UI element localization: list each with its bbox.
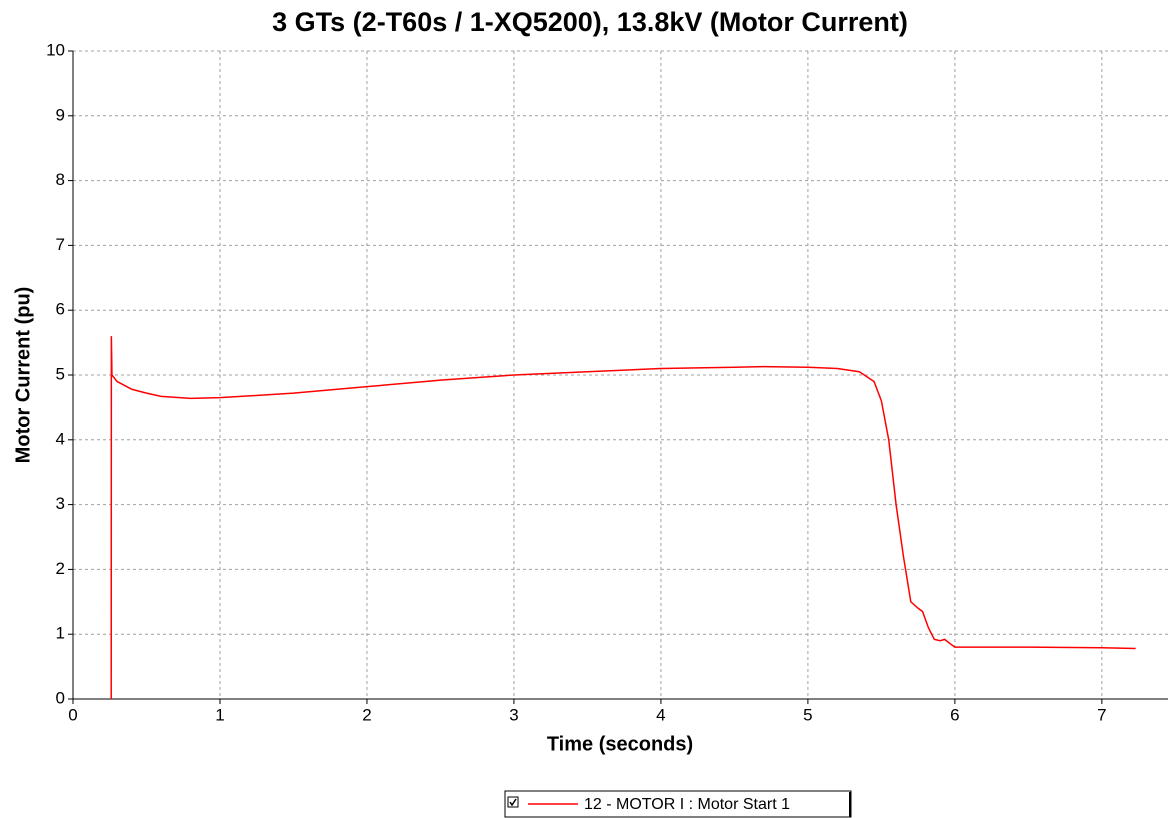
y-tick-label: 0 <box>56 688 65 707</box>
x-axis-label: Time (seconds) <box>547 733 693 755</box>
y-tick-label: 4 <box>56 429 65 448</box>
x-tick-label: 2 <box>362 705 371 724</box>
y-tick-label: 8 <box>56 170 65 189</box>
y-tick-label: 10 <box>46 40 65 59</box>
y-tick-label: 9 <box>56 105 65 124</box>
x-tick-label: 3 <box>509 705 518 724</box>
x-tick-label: 4 <box>656 705 665 724</box>
y-tick-label: 7 <box>56 235 65 254</box>
y-axis-label: Motor Current (pu) <box>12 287 34 464</box>
y-tick-label: 1 <box>56 624 65 643</box>
y-tick-label: 6 <box>56 300 65 319</box>
y-tick-label: 3 <box>56 494 65 513</box>
x-tick-label: 0 <box>68 705 77 724</box>
x-tick-label: 7 <box>1097 705 1106 724</box>
x-tick-label: 6 <box>950 705 959 724</box>
legend-check <box>509 798 517 807</box>
x-tick-label: 5 <box>803 705 812 724</box>
y-tick-label: 5 <box>56 364 65 383</box>
chart-title: 3 GTs (2-T60s / 1-XQ5200), 13.8kV (Motor… <box>272 7 908 37</box>
y-tick-label: 2 <box>56 559 65 578</box>
x-tick-label: 1 <box>215 705 224 724</box>
legend-label: 12 - MOTOR I : Motor Start 1 <box>584 796 790 813</box>
data-line <box>110 336 1136 700</box>
legend-checkbox[interactable] <box>507 796 519 808</box>
